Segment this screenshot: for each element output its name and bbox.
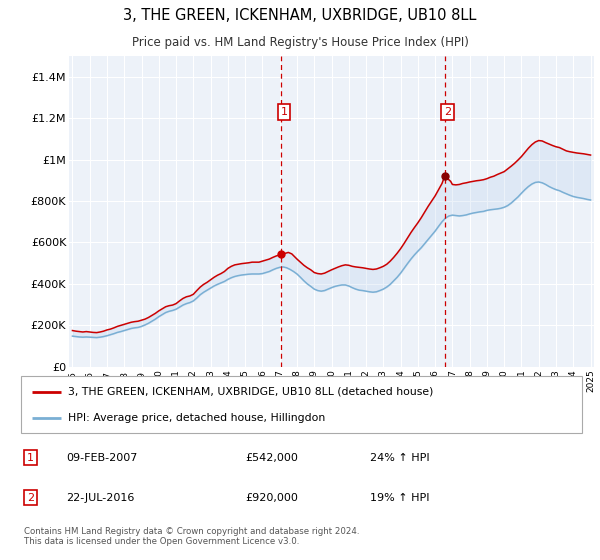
Text: Price paid vs. HM Land Registry's House Price Index (HPI): Price paid vs. HM Land Registry's House … — [131, 36, 469, 49]
Text: 22-JUL-2016: 22-JUL-2016 — [66, 493, 134, 502]
Text: £542,000: £542,000 — [245, 452, 298, 463]
Text: 3, THE GREEN, ICKENHAM, UXBRIDGE, UB10 8LL (detached house): 3, THE GREEN, ICKENHAM, UXBRIDGE, UB10 8… — [68, 386, 433, 396]
Text: 09-FEB-2007: 09-FEB-2007 — [66, 452, 137, 463]
Text: 2: 2 — [27, 493, 34, 502]
Text: £920,000: £920,000 — [245, 493, 298, 502]
Text: 3, THE GREEN, ICKENHAM, UXBRIDGE, UB10 8LL: 3, THE GREEN, ICKENHAM, UXBRIDGE, UB10 8… — [124, 8, 476, 23]
FancyBboxPatch shape — [21, 376, 582, 433]
Text: HPI: Average price, detached house, Hillingdon: HPI: Average price, detached house, Hill… — [68, 413, 325, 423]
Text: Contains HM Land Registry data © Crown copyright and database right 2024.
This d: Contains HM Land Registry data © Crown c… — [23, 526, 359, 546]
Text: 1: 1 — [27, 452, 34, 463]
Text: 24% ↑ HPI: 24% ↑ HPI — [370, 452, 429, 463]
Text: 2: 2 — [443, 107, 451, 117]
Text: 19% ↑ HPI: 19% ↑ HPI — [370, 493, 429, 502]
Text: 1: 1 — [281, 107, 287, 117]
